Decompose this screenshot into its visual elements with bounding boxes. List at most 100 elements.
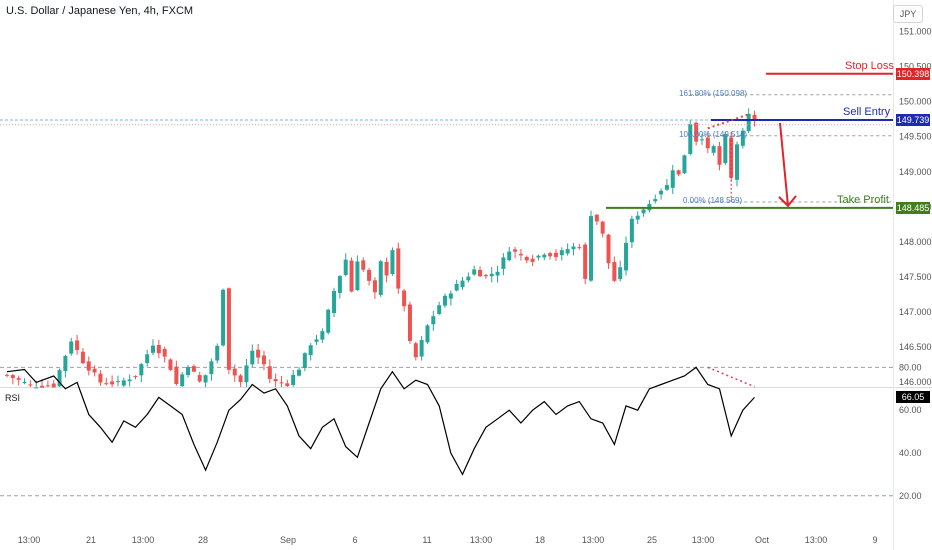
candle-body [162, 348, 167, 357]
candle-body [308, 345, 313, 356]
candle-body [45, 385, 50, 387]
candle-body [589, 216, 593, 281]
time-tick-label: 13:00 [132, 535, 155, 545]
candle-body [63, 356, 68, 372]
candle-body [635, 215, 640, 220]
time-tick-label: Sep [280, 535, 296, 545]
candle-body [5, 374, 9, 376]
fib-label-161: 161.80% (150.098) [679, 88, 748, 98]
price-tick-label: 150.000 [899, 97, 932, 107]
candle-body [28, 384, 33, 386]
candle-body [699, 139, 704, 141]
time-tick-label: 21 [86, 535, 96, 545]
take-profit-price-tag: 148.485 [896, 201, 930, 214]
candle-body [507, 251, 512, 261]
candle-body [670, 170, 675, 188]
candle-body [139, 364, 144, 376]
candle-body [682, 155, 687, 174]
candle-body [413, 343, 418, 358]
candle-body [711, 146, 716, 153]
candle-body [51, 383, 56, 388]
candle-body [221, 289, 226, 346]
time-tick-label: 18 [535, 535, 545, 545]
candle-body [10, 375, 15, 379]
candle-body [367, 269, 372, 281]
candle-body [752, 114, 757, 121]
candle-body [133, 375, 138, 377]
rsi-tick-label: 20.00 [899, 491, 922, 501]
time-tick-label: 13:00 [692, 535, 715, 545]
candle-body [349, 260, 354, 292]
candle-body [524, 256, 529, 261]
candle-body [250, 350, 255, 365]
candle-body [483, 275, 488, 277]
candle-body [641, 209, 646, 214]
price-tick-label: 150.500 [899, 62, 932, 72]
candle-body [203, 375, 208, 383]
candle-body [664, 185, 669, 190]
candle-body [443, 295, 447, 306]
candle-body [197, 375, 202, 382]
candle-body [361, 260, 366, 270]
candle-body [454, 283, 459, 291]
time-tick-label: 28 [198, 535, 208, 545]
stop-loss-price-tag: 150.398 [896, 67, 930, 80]
candle-body [536, 255, 541, 258]
candle-body [740, 130, 745, 146]
rsi-label: RSI [5, 393, 21, 403]
candle-body [489, 273, 494, 277]
candle-body [396, 248, 401, 289]
candle-body [92, 368, 97, 373]
time-tick-label: 11 [422, 535, 431, 545]
candle-body [215, 345, 220, 361]
candle-body [104, 383, 109, 385]
candle-body [559, 250, 564, 256]
candle-body [448, 293, 453, 299]
candle-body [425, 325, 430, 343]
candle-body [553, 252, 558, 257]
price-tick-label: 146.500 [899, 342, 932, 352]
candle-body [565, 249, 570, 254]
candle-body [618, 267, 623, 280]
candle-body [466, 276, 471, 281]
candle-body [548, 253, 553, 257]
candle-body [600, 221, 605, 234]
candle-body [676, 170, 681, 175]
candle-body [402, 290, 407, 307]
candle-body [694, 122, 699, 142]
fib-label-0: 0.00% (148.569) [683, 195, 743, 205]
currency-button[interactable]: JPY [893, 5, 923, 23]
candle-body [629, 218, 634, 243]
candle-body [384, 261, 389, 276]
candle-body [98, 373, 103, 383]
candle-body [156, 344, 161, 354]
candle-body [232, 368, 237, 376]
candle-body [267, 366, 272, 379]
candle-body [746, 113, 751, 132]
candle-body [594, 214, 599, 222]
candle-body [372, 280, 377, 293]
rsi-tick-label: 40.00 [899, 448, 922, 458]
candle-body [80, 351, 85, 364]
rsi-line [6, 366, 755, 476]
rsi-divergence-line [707, 366, 755, 388]
candle-body [659, 190, 664, 195]
candle-body [653, 199, 658, 202]
rsi-tick-label: 80.00 [899, 362, 922, 372]
time-tick-label: 13:00 [805, 535, 828, 545]
time-tick-label: Oct [755, 535, 770, 545]
candle-body [355, 261, 360, 290]
axes: 151.000150.500150.000149.500149.000148.5… [18, 27, 932, 545]
chart-title: U.S. Dollar / Japanese Yen, 4h, FXCM [6, 5, 194, 17]
candle-body [16, 378, 21, 380]
candle-body [186, 367, 191, 375]
candle-body [624, 242, 629, 271]
time-tick-label: 25 [647, 535, 657, 545]
candle-body [180, 374, 185, 387]
candle-body [390, 250, 395, 275]
candle-body [261, 355, 266, 365]
candle-body [460, 280, 465, 288]
price-divergence-line [707, 113, 750, 130]
candle-body [717, 146, 722, 165]
